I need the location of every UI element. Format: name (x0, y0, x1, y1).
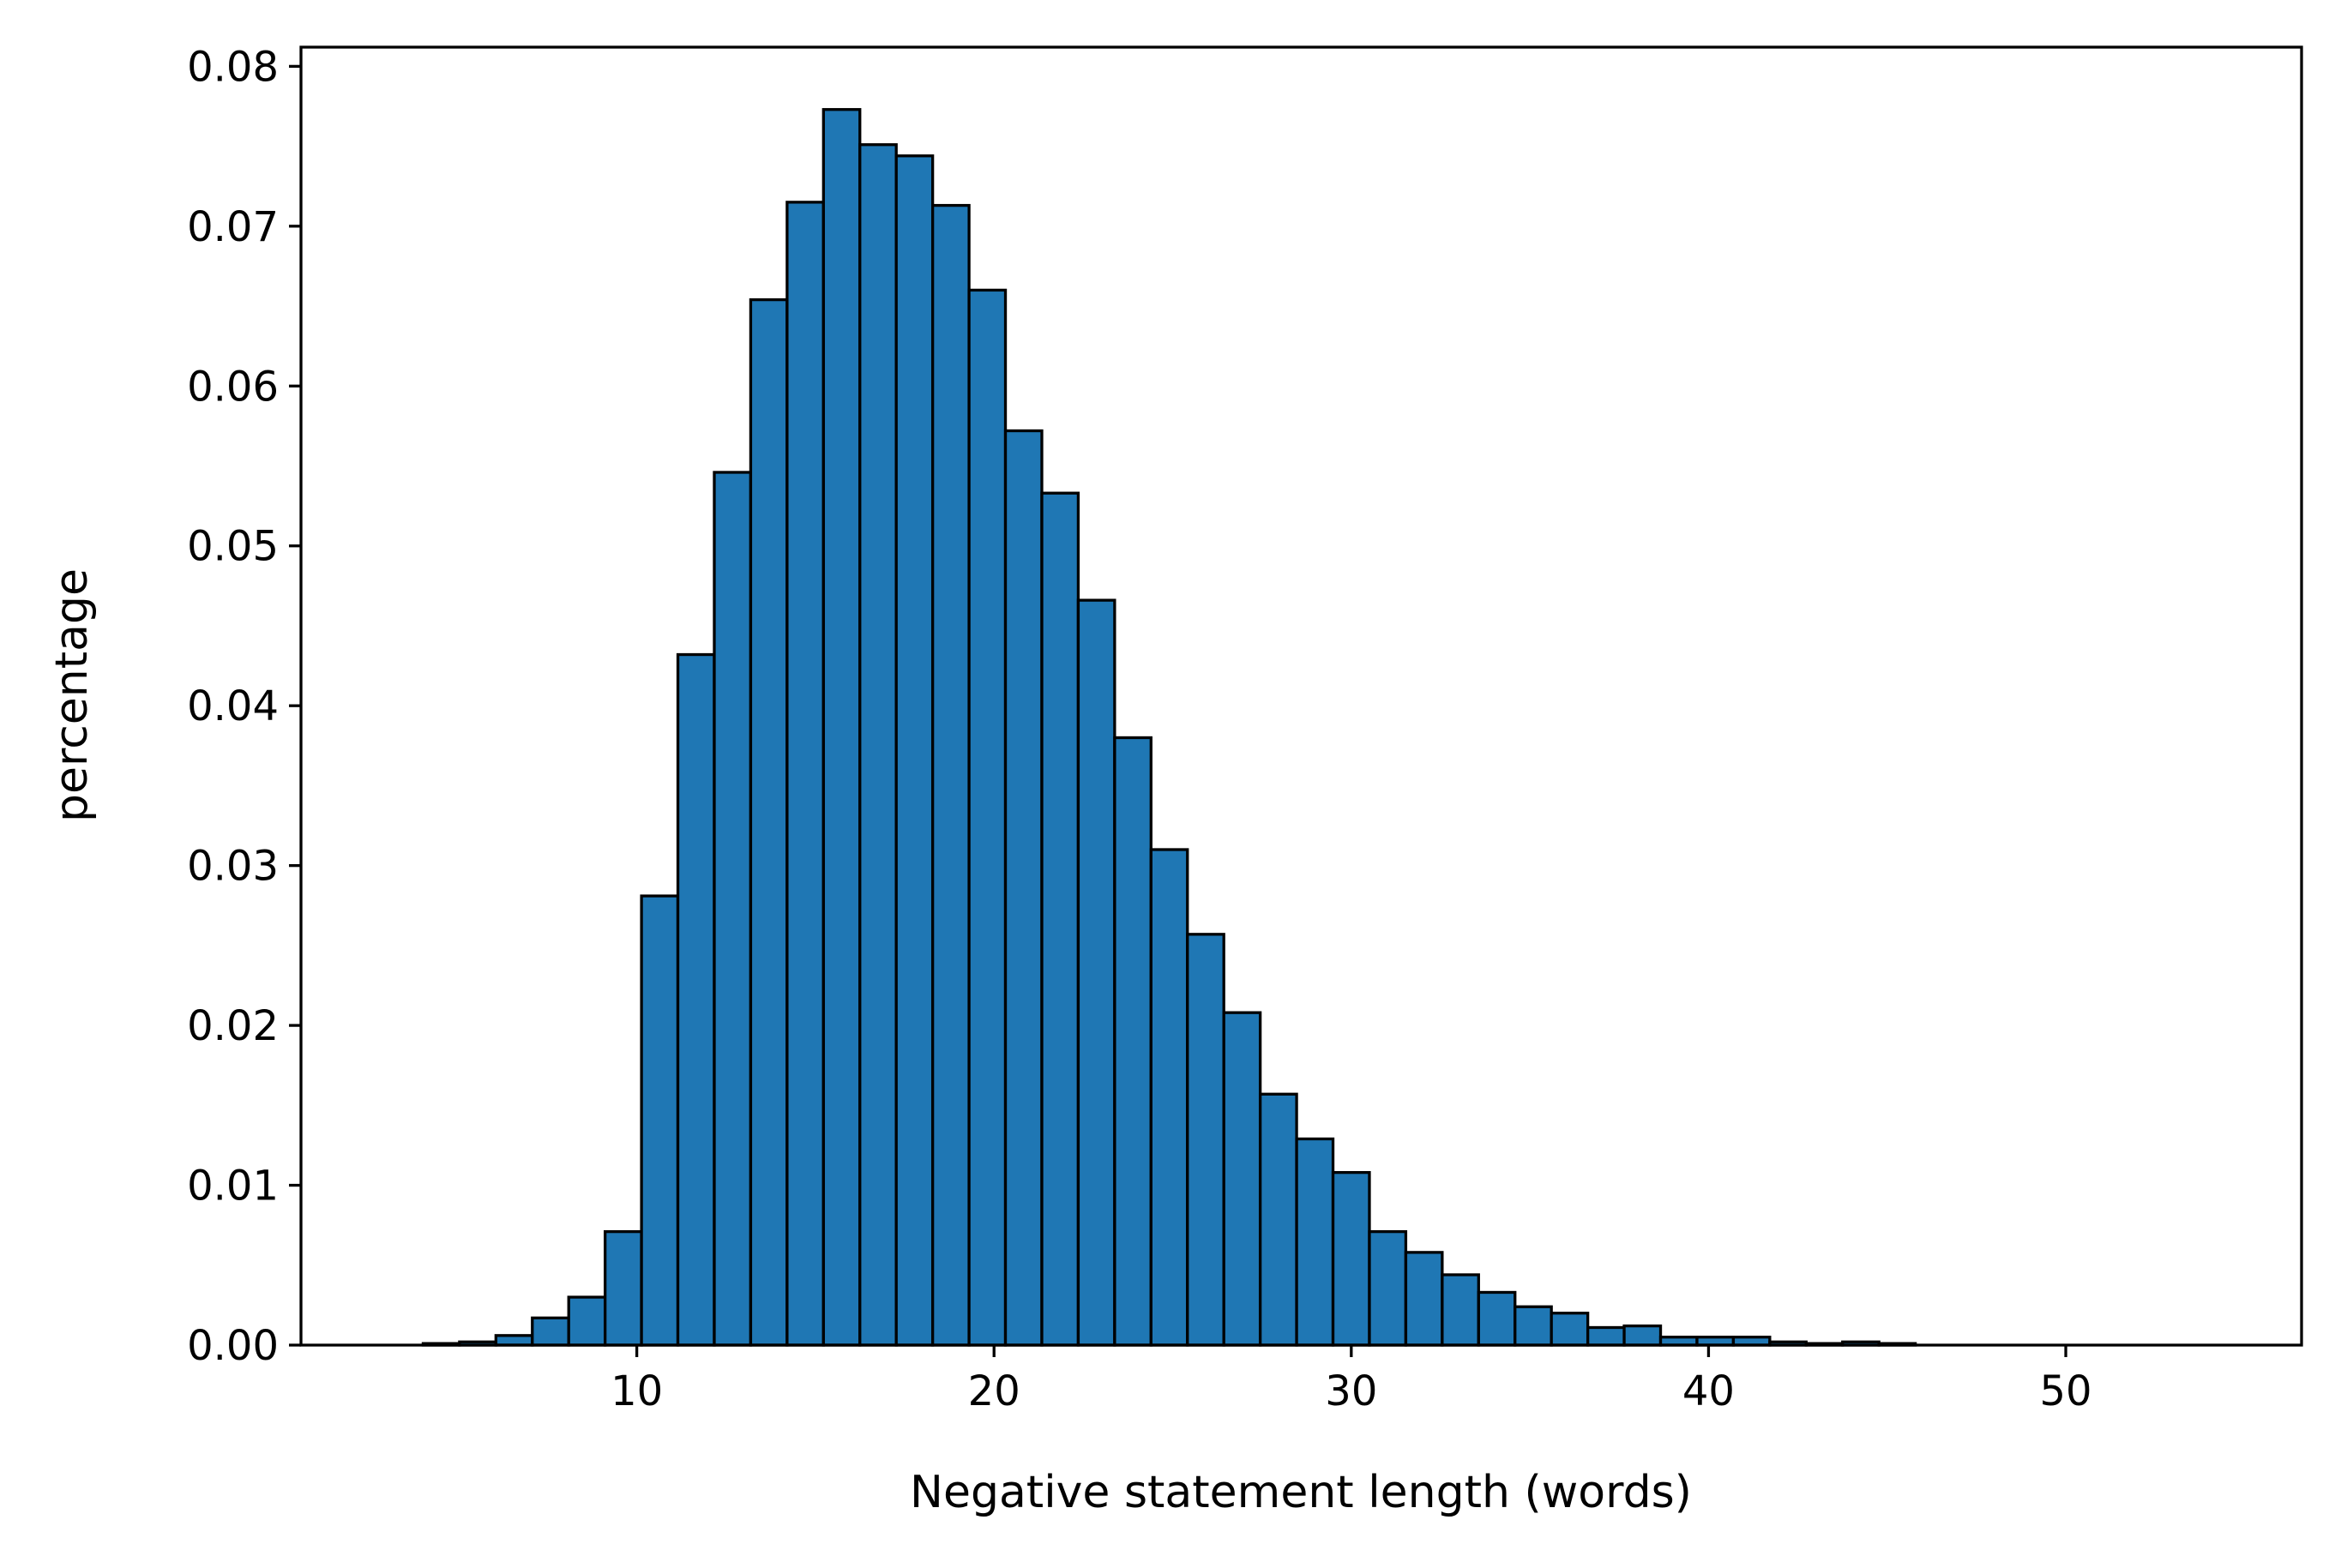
x-axis-ticks: 10 20 30 40 50 (611, 1345, 2092, 1415)
histogram-bar (1003, 429, 1044, 1347)
histogram-bar (1076, 598, 1116, 1347)
x-tick-label: 20 (968, 1367, 1020, 1415)
histogram-bar (1368, 1229, 1408, 1347)
y-tick-label: 0.02 (187, 1002, 279, 1050)
histogram-bar (967, 288, 1008, 1347)
histogram-bar (1258, 1092, 1298, 1347)
y-tick-label: 0.01 (187, 1162, 279, 1211)
y-tick-label: 0.06 (187, 363, 279, 411)
histogram-bar (1404, 1251, 1444, 1347)
histogram-bar (930, 203, 971, 1347)
histogram-bar (1622, 1324, 1663, 1347)
histogram-bar (858, 143, 898, 1347)
histogram-bar (821, 108, 862, 1347)
plot-area-frame (299, 45, 2303, 1347)
histogram-bar (1477, 1290, 1517, 1347)
histogram-bar (749, 297, 789, 1347)
bars-layer (421, 108, 1917, 1347)
histogram-bar (1550, 1312, 1590, 1347)
y-tick-label: 0.07 (187, 203, 279, 251)
y-axis-label: percentage (46, 568, 98, 822)
histogram-bar (531, 1316, 570, 1347)
histogram-bar (894, 154, 935, 1347)
x-axis-label: Negative statement length (words) (910, 1467, 1692, 1518)
histogram-bar (1222, 1011, 1262, 1347)
y-tick-label: 0.05 (187, 523, 279, 571)
histogram-bar (1149, 848, 1189, 1347)
histogram-bar (494, 1334, 534, 1347)
x-tick-label: 40 (1682, 1367, 1735, 1415)
histogram-bar (1040, 491, 1080, 1347)
y-tick-label: 0.08 (187, 43, 279, 91)
y-tick-label: 0.00 (187, 1322, 279, 1370)
histogram-bar (785, 201, 825, 1347)
y-tick-label: 0.03 (187, 843, 279, 891)
x-tick-label: 30 (1325, 1367, 1377, 1415)
histogram-bar (640, 894, 680, 1347)
histogram-bar (1331, 1170, 1371, 1347)
histogram-bar (1295, 1137, 1335, 1347)
y-tick-label: 0.04 (187, 682, 279, 730)
x-tick-label: 10 (611, 1367, 663, 1415)
histogram-bar (1441, 1273, 1480, 1347)
histogram-bar (713, 471, 753, 1347)
histogram-bar (1113, 736, 1152, 1347)
histogram-bar (1514, 1305, 1553, 1347)
histogram-bar (567, 1295, 607, 1347)
histogram-bar (603, 1229, 643, 1347)
histogram-bar (676, 652, 716, 1347)
y-axis-ticks: 0.00 0.01 0.02 0.03 0.04 0.05 0.06 0.07 0.08 (187, 43, 301, 1370)
x-tick-label: 50 (2040, 1367, 2092, 1415)
histogram-bar (1586, 1325, 1626, 1347)
histogram-bar (1186, 933, 1225, 1347)
